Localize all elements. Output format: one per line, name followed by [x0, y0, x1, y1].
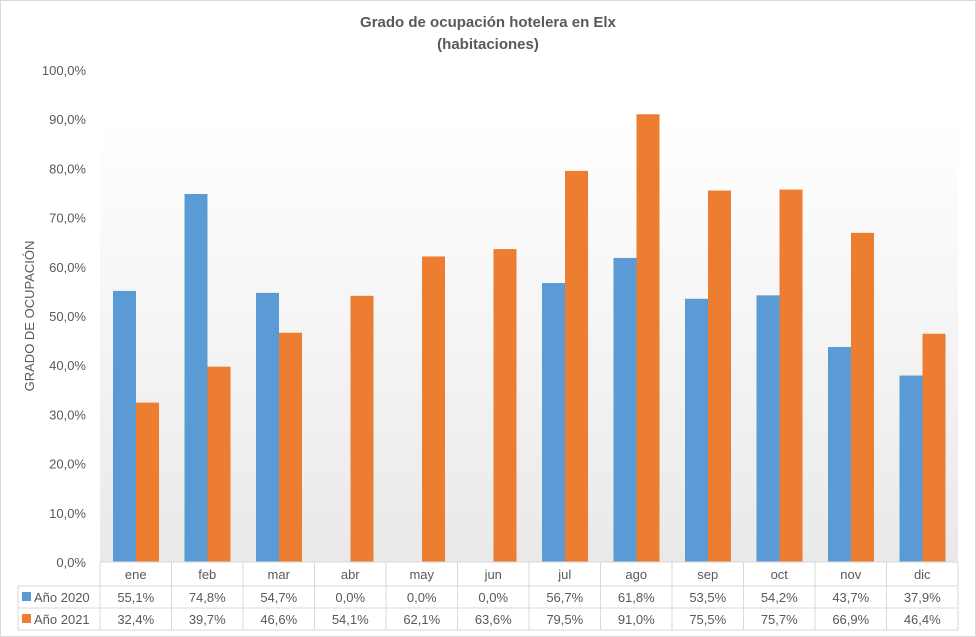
- legend-swatch: [22, 614, 31, 623]
- bar-año-2020-nov: [828, 346, 851, 562]
- table-cell-value: 63,6%: [475, 612, 512, 627]
- legend-label: Año 2021: [34, 612, 90, 627]
- x-tick-label: jun: [484, 567, 502, 582]
- x-tick-label: abr: [341, 567, 360, 582]
- table-cell-value: 54,2%: [761, 590, 798, 605]
- table-cell-value: 46,4%: [904, 612, 941, 627]
- y-tick-label: 20,0%: [49, 457, 86, 472]
- bar-año-2021-dic: [922, 333, 946, 562]
- x-tick-label: jul: [557, 567, 571, 582]
- chart-title: Grado de ocupación hotelera en Elx: [360, 14, 617, 31]
- x-tick-label: feb: [198, 567, 216, 582]
- x-tick-label: ene: [125, 567, 147, 582]
- table-cell-value: 56,7%: [546, 590, 583, 605]
- y-tick-label: 100,0%: [42, 63, 87, 78]
- table-cell-value: 0,0%: [478, 590, 508, 605]
- bar-año-2021-mar: [279, 332, 302, 562]
- chart-subtitle: (habitaciones): [437, 36, 539, 53]
- bar-año-2021-ago: [636, 114, 660, 562]
- table-cell-value: 37,9%: [904, 590, 941, 605]
- table-cell-value: 0,0%: [407, 590, 437, 605]
- table-cell-value: 53,5%: [689, 590, 726, 605]
- bar-año-2021-oct: [779, 189, 803, 562]
- table-cell-value: 39,7%: [189, 612, 226, 627]
- y-tick-label: 80,0%: [49, 161, 86, 176]
- y-tick-label: 0,0%: [56, 555, 86, 570]
- bar-año-2020-jul: [542, 283, 565, 562]
- y-tick-label: 10,0%: [49, 506, 86, 521]
- table-cell-value: 75,5%: [689, 612, 726, 627]
- x-tick-label: ago: [625, 567, 647, 582]
- x-tick-label: nov: [840, 567, 861, 582]
- y-tick-label: 60,0%: [49, 260, 86, 275]
- legend-label: Año 2020: [34, 590, 90, 605]
- table-cell-value: 61,8%: [618, 590, 655, 605]
- plot-area: [100, 120, 958, 562]
- table-cell-value: 74,8%: [189, 590, 226, 605]
- table-cell-value: 0,0%: [335, 590, 365, 605]
- bar-año-2020-oct: [756, 295, 780, 562]
- bar-año-2020-sep: [685, 298, 708, 562]
- bar-año-2021-nov: [851, 232, 874, 563]
- table-cell-value: 66,9%: [832, 612, 869, 627]
- x-tick-label: dic: [914, 567, 931, 582]
- y-tick-label: 50,0%: [49, 309, 86, 324]
- bar-año-2020-feb: [184, 193, 208, 562]
- y-axis-label: GRADO DE OCUPACIÓN: [22, 241, 37, 392]
- bar-año-2020-ago: [613, 257, 637, 562]
- bar-año-2021-sep: [708, 190, 731, 563]
- table-cell-value: 75,7%: [761, 612, 798, 627]
- bar-año-2021-jul: [565, 170, 588, 563]
- table-cell-value: 54,7%: [260, 590, 297, 605]
- bar-año-2020-ene: [113, 290, 136, 562]
- table-cell-value: 79,5%: [546, 612, 583, 627]
- y-tick-label: 30,0%: [49, 407, 86, 422]
- bar-año-2021-may: [422, 256, 445, 562]
- y-tick-label: 70,0%: [49, 211, 86, 226]
- bar-año-2021-jun: [493, 249, 517, 562]
- table-cell-value: 54,1%: [332, 612, 369, 627]
- legend-swatch: [22, 592, 31, 601]
- table-cell-value: 55,1%: [117, 590, 154, 605]
- x-tick-label: sep: [697, 567, 718, 582]
- bar-año-2021-abr: [350, 295, 374, 562]
- table-cell-value: 62,1%: [403, 612, 440, 627]
- y-tick-label: 90,0%: [49, 112, 86, 127]
- table-cell-value: 32,4%: [117, 612, 154, 627]
- bar-año-2021-feb: [207, 366, 231, 562]
- table-cell-value: 46,6%: [260, 612, 297, 627]
- x-tick-label: oct: [771, 567, 789, 582]
- x-tick-label: may: [409, 567, 434, 582]
- x-tick-label: mar: [268, 567, 291, 582]
- table-cell-value: 91,0%: [618, 612, 655, 627]
- y-tick-label: 40,0%: [49, 358, 86, 373]
- table-cell-value: 43,7%: [832, 590, 869, 605]
- bar-año-2020-dic: [899, 375, 923, 562]
- bar-año-2020-mar: [256, 292, 279, 562]
- bar-año-2021-ene: [136, 402, 159, 562]
